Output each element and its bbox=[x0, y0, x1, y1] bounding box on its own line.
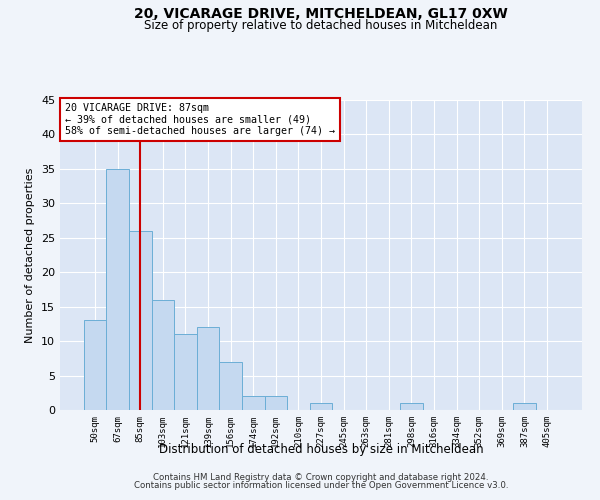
Text: 20, VICARAGE DRIVE, MITCHELDEAN, GL17 0XW: 20, VICARAGE DRIVE, MITCHELDEAN, GL17 0X… bbox=[134, 8, 508, 22]
Bar bbox=[152, 300, 174, 410]
Bar bbox=[400, 403, 422, 410]
Text: 20 VICARAGE DRIVE: 87sqm
← 39% of detached houses are smaller (49)
58% of semi-d: 20 VICARAGE DRIVE: 87sqm ← 39% of detach… bbox=[65, 103, 335, 136]
Bar bbox=[513, 403, 536, 410]
Text: Size of property relative to detached houses in Mitcheldean: Size of property relative to detached ho… bbox=[145, 19, 497, 32]
Text: Contains public sector information licensed under the Open Government Licence v3: Contains public sector information licen… bbox=[134, 481, 508, 490]
Bar bbox=[129, 231, 152, 410]
Bar bbox=[220, 362, 242, 410]
Text: Distribution of detached houses by size in Mitcheldean: Distribution of detached houses by size … bbox=[158, 442, 484, 456]
Bar bbox=[197, 328, 220, 410]
Bar bbox=[174, 334, 197, 410]
Y-axis label: Number of detached properties: Number of detached properties bbox=[25, 168, 35, 342]
Bar bbox=[242, 396, 265, 410]
Bar bbox=[84, 320, 106, 410]
Bar bbox=[310, 403, 332, 410]
Text: Contains HM Land Registry data © Crown copyright and database right 2024.: Contains HM Land Registry data © Crown c… bbox=[153, 472, 489, 482]
Bar bbox=[265, 396, 287, 410]
Bar bbox=[106, 169, 129, 410]
